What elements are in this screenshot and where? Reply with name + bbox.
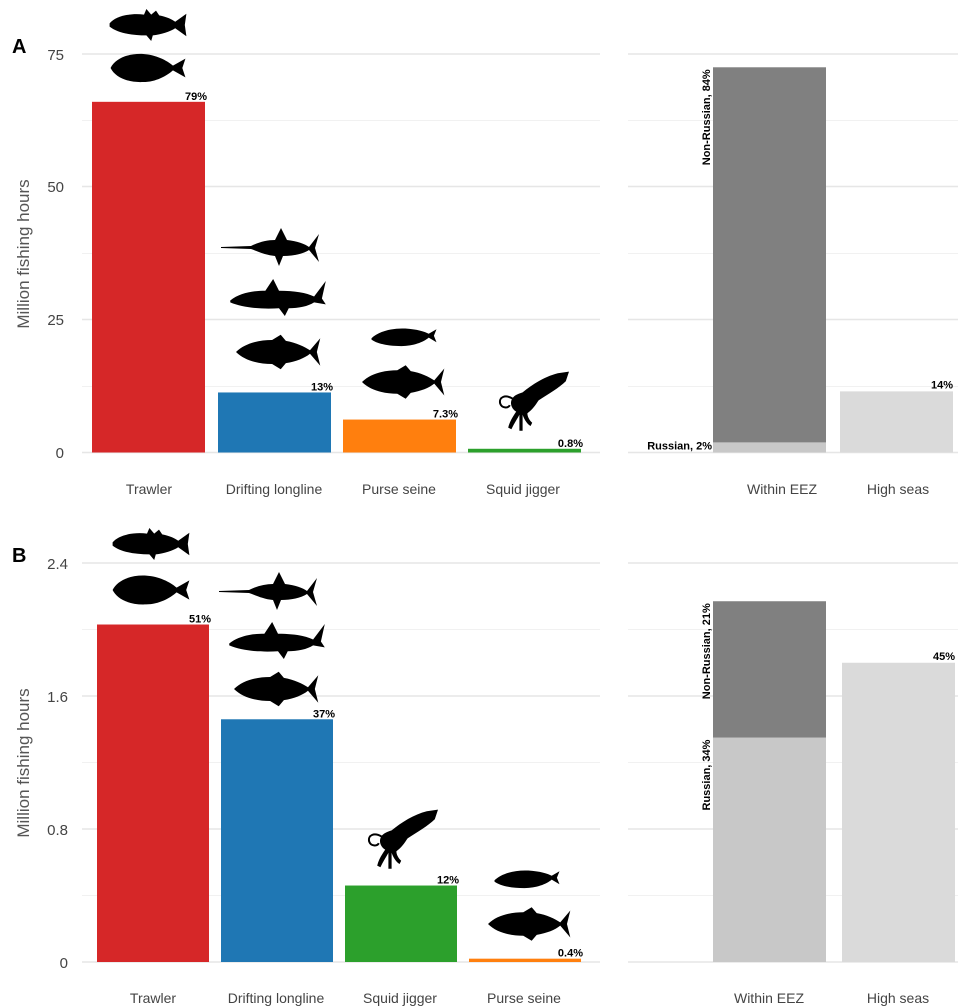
bars-b: 51% 37% 12% 0.4%: [97, 614, 583, 962]
gridlines-a: [82, 53, 958, 454]
stack-segment-non-russian: [713, 67, 826, 443]
flatfish-icon: [110, 53, 186, 83]
stack-value-label: 45%: [933, 651, 955, 663]
bar-value-label: 37%: [313, 708, 335, 720]
x-tick-label: Squid jigger: [486, 481, 560, 497]
stack-segment-high-seas: [842, 662, 955, 962]
bar-value-label: 12%: [437, 875, 459, 887]
squid-icon: [498, 370, 569, 432]
panel-label-a: A: [12, 36, 26, 58]
herring-icon: [494, 870, 560, 889]
x-tick-label: Within EEZ: [734, 990, 804, 1006]
stack-segment-high-seas: [840, 391, 953, 453]
y-tick-label: 25: [47, 312, 64, 329]
cod-icon: [109, 9, 187, 41]
y-tick-label: 2.4: [47, 556, 68, 573]
bar-purse-seine: [469, 958, 581, 962]
y-tick-label: 75: [47, 47, 64, 64]
stacked-bars-b: Russian, 34% Non-Russian, 21% 45%: [701, 601, 955, 962]
panel-label-b: B: [12, 545, 26, 567]
stack-value-label: 14%: [931, 379, 953, 391]
shark-icon: [230, 279, 326, 317]
shark-icon: [229, 622, 325, 660]
x-tick-label: Trawler: [130, 990, 176, 1006]
stack-segment-non-russian: [713, 601, 826, 738]
bar-drifting-longline: [218, 392, 331, 453]
tuna-icon: [488, 907, 571, 941]
bar-value-label: 7.3%: [433, 409, 458, 421]
x-tick-label: High seas: [867, 481, 929, 497]
tuna-icon: [234, 671, 319, 707]
stack-value-label: Non-Russian, 84%: [701, 69, 713, 165]
y-axis-label-a: Million fishing hours: [14, 179, 33, 328]
x-categories-b: Trawler Drifting longline Squid jigger P…: [130, 990, 929, 1006]
y-tick-label: 50: [47, 179, 64, 196]
bar-trawler: [97, 624, 209, 962]
cod-icon: [112, 528, 190, 560]
swordfish-icon: [221, 228, 319, 266]
bars-a: 79% 13% 7.3% 0.8%: [92, 91, 583, 453]
swordfish-icon: [219, 572, 317, 610]
x-tick-label: High seas: [867, 990, 929, 1006]
gridlines-b: [82, 562, 958, 963]
y-tick-label: 1.6: [47, 689, 68, 706]
bar-trawler: [92, 101, 205, 453]
x-tick-label: Purse seine: [362, 481, 436, 497]
x-tick-label: Drifting longline: [228, 990, 325, 1006]
y-tick-label: 0: [56, 445, 64, 462]
flatfish-icon: [112, 575, 190, 605]
stack-segment-russian: [713, 737, 826, 962]
tuna-icon: [362, 365, 445, 399]
bar-squid-jigger: [345, 885, 457, 962]
y-ticks-b: 0 0.8 1.6 2.4: [47, 556, 68, 972]
x-tick-label: Purse seine: [487, 990, 561, 1006]
stack-value-label: Russian, 34%: [701, 739, 713, 810]
bar-value-label: 13%: [311, 381, 333, 393]
tuna-icon: [236, 334, 321, 370]
stack-value-label: Russian, 2%: [647, 441, 712, 453]
bar-value-label: 0.8%: [558, 438, 583, 450]
x-tick-label: Trawler: [126, 481, 172, 497]
squid-icon: [367, 808, 438, 870]
y-tick-label: 0: [60, 955, 68, 972]
x-tick-label: Within EEZ: [747, 481, 817, 497]
stack-value-label: Non-Russian, 21%: [701, 603, 713, 699]
bar-squid-jigger: [468, 448, 581, 453]
bar-value-label: 79%: [185, 91, 207, 103]
x-tick-label: Drifting longline: [226, 481, 323, 497]
x-tick-label: Squid jigger: [363, 990, 437, 1006]
x-categories-a: Trawler Drifting longline Purse seine Sq…: [126, 481, 929, 497]
bar-purse-seine: [343, 419, 456, 453]
y-axis-label-b: Million fishing hours: [14, 688, 33, 837]
herring-icon: [371, 328, 437, 347]
stack-segment-russian: [713, 442, 826, 453]
bar-value-label: 0.4%: [558, 948, 583, 960]
bar-drifting-longline: [221, 719, 333, 962]
y-tick-label: 0.8: [47, 822, 68, 839]
bar-value-label: 51%: [189, 614, 211, 626]
y-ticks-a: 0 25 50 75: [47, 47, 64, 462]
stacked-bars-a: Russian, 2% Non-Russian, 84% 14%: [647, 67, 953, 453]
